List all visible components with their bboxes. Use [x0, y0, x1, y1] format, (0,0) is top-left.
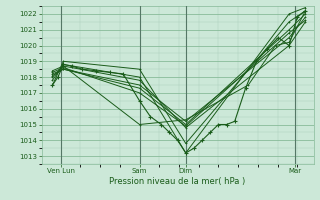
- X-axis label: Pression niveau de la mer( hPa ): Pression niveau de la mer( hPa ): [109, 177, 246, 186]
